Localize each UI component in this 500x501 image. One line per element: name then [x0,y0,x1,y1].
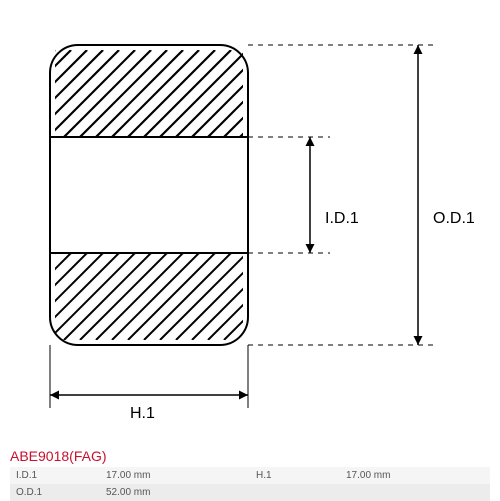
svg-text:I.D.1: I.D.1 [325,210,359,227]
spec-table: I.D.1 17.00 mm H.1 17.00 mm O.D.1 52.00 … [10,467,490,501]
svg-text:O.D.1: O.D.1 [433,210,475,227]
spec-key: H.1 [250,467,340,484]
part-number-label: ABE9018(FAG) [10,448,107,464]
dimensional-drawing: I.D.1 O.D.1 H.1 [0,0,500,445]
spec-value: 17.00 mm [340,467,490,484]
table-row: I.D.1 17.00 mm H.1 17.00 mm [10,467,490,484]
svg-text:H.1: H.1 [130,405,155,422]
spec-key: I.D.1 [10,467,100,484]
table-row: O.D.1 52.00 mm [10,484,490,501]
spec-value [340,484,490,501]
spec-key: O.D.1 [10,484,100,501]
spec-key [250,484,340,501]
spec-value: 17.00 mm [100,467,250,484]
diagram-area: I.D.1 O.D.1 H.1 [0,0,500,445]
spec-value: 52.00 mm [100,484,250,501]
